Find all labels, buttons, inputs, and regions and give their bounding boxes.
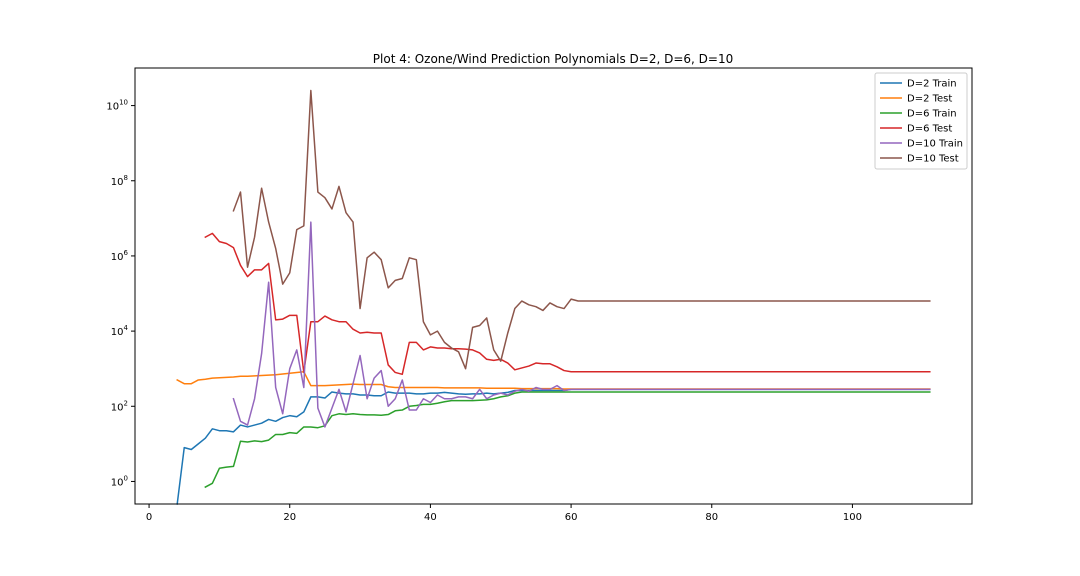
series-layer	[176, 89, 931, 505]
y-tick-label: 100	[111, 474, 128, 488]
axes-layer: 0 20 40 60 80 100 100 102 104 106 108 1010	[106, 67, 973, 523]
legend-label: D=6 Test	[907, 124, 952, 135]
y-tick-label: 102	[111, 399, 128, 413]
series-line-5	[232, 89, 931, 370]
legend-label: D=10 Train	[907, 139, 963, 150]
y-tick-label: 106	[111, 249, 129, 263]
x-tick-label: 80	[705, 512, 718, 523]
series-line-3	[204, 232, 931, 376]
y-tick-label: 108	[111, 174, 128, 188]
x-tick-label: 100	[843, 512, 862, 523]
legend: D=2 Train D=2 Test D=6 Train D=6 Test D=10 T…	[874, 72, 968, 170]
x-tick-label: 20	[283, 512, 296, 523]
legend-label: D=10 Test	[907, 154, 959, 165]
x-tick-label: 40	[424, 512, 437, 523]
series-line-0	[176, 388, 931, 505]
x-tick-label: 0	[146, 512, 152, 523]
legend-label: D=6 Train	[907, 109, 957, 120]
plot-frame	[134, 67, 973, 505]
series-line-1	[176, 370, 931, 390]
x-tick-label: 60	[565, 512, 578, 523]
legend-box	[874, 72, 968, 170]
series-line-4	[232, 221, 931, 428]
chart-title: Plot 4: Ozone/Wind Prediction Polynomial…	[373, 52, 733, 66]
legend-label: D=2 Test	[907, 94, 952, 105]
y-tick-label: 104	[111, 324, 129, 338]
y-tick-label: 1010	[106, 99, 128, 113]
series-line-2	[204, 391, 931, 489]
legend-label: D=2 Train	[907, 79, 957, 90]
